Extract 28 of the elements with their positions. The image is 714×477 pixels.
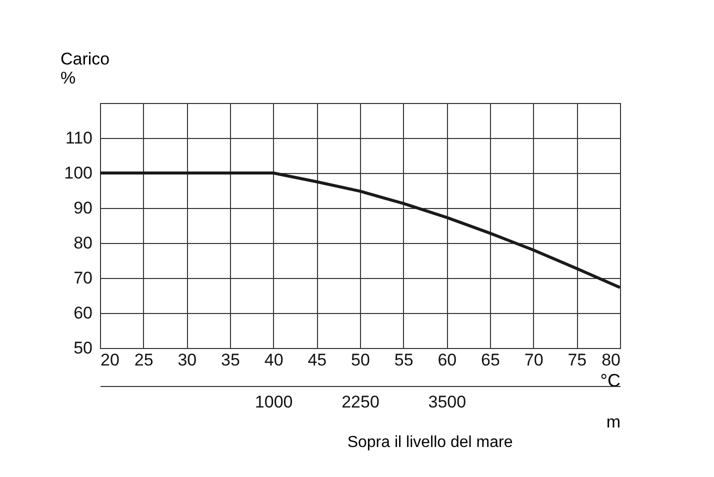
y-tick-label: 50 [74, 338, 92, 358]
y-tick-label: 80 [74, 234, 92, 252]
y-tick-label: 60 [74, 304, 92, 322]
x-tick-label: 65 [481, 350, 500, 370]
x-tick-label: 35 [221, 350, 240, 370]
x-tick-label: 30 [178, 350, 197, 370]
x2-tick-label: 2250 [342, 392, 380, 412]
x-axis-title: °C [600, 370, 620, 390]
x-tick-label: 75 [568, 350, 587, 370]
x2-tick-label: 1000 [254, 392, 293, 412]
y-tick-label: 110 [65, 128, 92, 148]
x-tick-label: 45 [308, 350, 327, 370]
y-tick-label: 70 [74, 268, 92, 288]
line-series [98, 172, 622, 289]
x-tick-label: 55 [394, 350, 414, 370]
text: Sopra il livello del mare [347, 434, 513, 451]
y-axis-title: Carico % [60, 50, 110, 88]
x-tick-label: 50 [351, 350, 370, 370]
y-tick-label: 90 [74, 198, 92, 218]
x-tick-label: 25 [134, 350, 154, 370]
x-tick-label: 80 [602, 350, 620, 370]
x-tick-label: 20 [100, 350, 120, 370]
x-tick-label: 70 [524, 350, 544, 370]
x-tick-label: 40 [264, 350, 284, 370]
x-tick-label: 60 [438, 350, 457, 370]
y-tick-label: 100 [64, 164, 92, 182]
x2-tick-label: 3500 [428, 392, 466, 412]
x2-axis-title: m [606, 412, 620, 432]
